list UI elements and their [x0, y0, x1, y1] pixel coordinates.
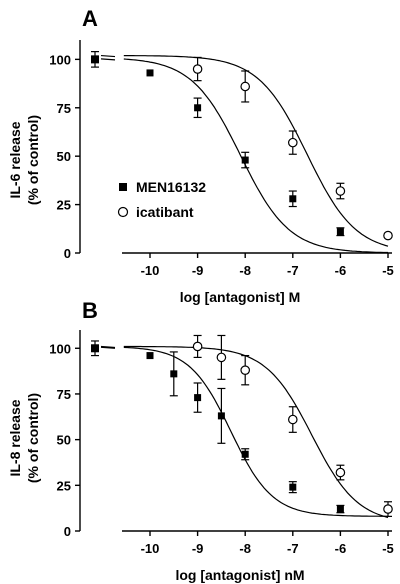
y-tick-label: 50 [57, 433, 71, 448]
x-tick-label: -7 [287, 263, 299, 278]
y-axis-label-line1: IL-6 release [7, 121, 23, 198]
legend-marker-filled-square [119, 183, 127, 191]
data-point-circle [335, 186, 346, 196]
y-tick-label: 100 [49, 52, 71, 67]
panel-label: A [82, 6, 98, 31]
y-tick-label: 0 [64, 524, 71, 539]
y-tick-label: 75 [57, 101, 71, 116]
data-point-circle [335, 467, 346, 478]
data-point-circle [240, 365, 250, 375]
plot-area: 0 25 50 75 100 -10 -9 -8 -7 -6 -5 [49, 330, 394, 556]
control-point [91, 344, 99, 353]
y-tick-label: 25 [57, 198, 71, 213]
y-tick-label: 25 [57, 478, 71, 493]
data-point-square [146, 352, 154, 360]
x-tick-label: -6 [335, 541, 347, 556]
y-tick-label: 75 [57, 387, 71, 402]
x-tick-label: -8 [239, 541, 251, 556]
data-point-circle [287, 414, 298, 425]
data-point-square [217, 412, 225, 420]
data-point-circle [192, 341, 203, 352]
fit-curve-stub [100, 58, 116, 61]
fit-curve-stub [100, 54, 116, 58]
panel-a: A 0 25 50 75 100 -10 -9 -8 -7 -6 -5 log [antagonis… [7, 6, 394, 305]
fit-curve [123, 58, 388, 254]
data-point-square [241, 450, 249, 458]
data-point-square [194, 394, 202, 402]
data-point-circle [287, 137, 298, 148]
data-point-square [289, 195, 297, 203]
x-axis-label: log [antagonist] nM [175, 567, 304, 583]
data-point-square [336, 228, 344, 236]
data-point-circle [240, 81, 250, 92]
fit-curve-stub [100, 345, 116, 349]
data-point-square [170, 370, 178, 378]
data-point-circle [192, 64, 203, 74]
legend-entry: MEN16132 [136, 179, 206, 195]
panel-label: B [82, 298, 98, 323]
y-tick-label: 100 [49, 341, 71, 356]
panel-b: B 0 25 50 75 100 -10 -9 -8 -7 -6 -5 log [antagonis… [7, 298, 394, 583]
data-point-square [336, 505, 344, 513]
y-tick-label: 50 [57, 149, 71, 164]
data-point-square [241, 156, 249, 164]
fit-curve [123, 55, 389, 247]
legend-marker-open-circle [117, 206, 129, 218]
x-tick-label: -5 [382, 541, 394, 556]
x-tick-label: -7 [287, 541, 299, 556]
data-point-circle [383, 230, 393, 241]
y-axis-label-line2: (% of control) [25, 393, 41, 483]
data-point-square [146, 69, 154, 77]
x-tick-label: -9 [192, 541, 204, 556]
legend: MEN16132 icatibant [117, 179, 206, 220]
legend-entry: icatibant [136, 204, 194, 220]
data-point-square [289, 483, 297, 491]
data-point-circle [216, 352, 227, 363]
control-point [91, 55, 99, 64]
x-axis-label: log [antagonist] M [180, 289, 301, 305]
x-tick-label: -6 [335, 263, 347, 278]
x-tick-label: -10 [141, 541, 160, 556]
fit-curve [123, 346, 388, 517]
x-tick-label: -5 [382, 263, 394, 278]
y-axis-label-line2: (% of control) [25, 115, 41, 205]
fit-curve [123, 345, 389, 519]
x-tick-label: -9 [192, 263, 204, 278]
data-point-circle [383, 504, 393, 514]
fit-curve-stub [100, 346, 116, 349]
y-tick-label: 0 [64, 246, 71, 261]
x-tick-label: -10 [141, 263, 160, 278]
y-axis-label-line1: IL-8 release [7, 399, 23, 476]
data-point-square [194, 104, 202, 112]
plot-area: 0 25 50 75 100 -10 -9 -8 -7 -6 -5 [49, 40, 394, 278]
x-tick-label: -8 [239, 263, 251, 278]
